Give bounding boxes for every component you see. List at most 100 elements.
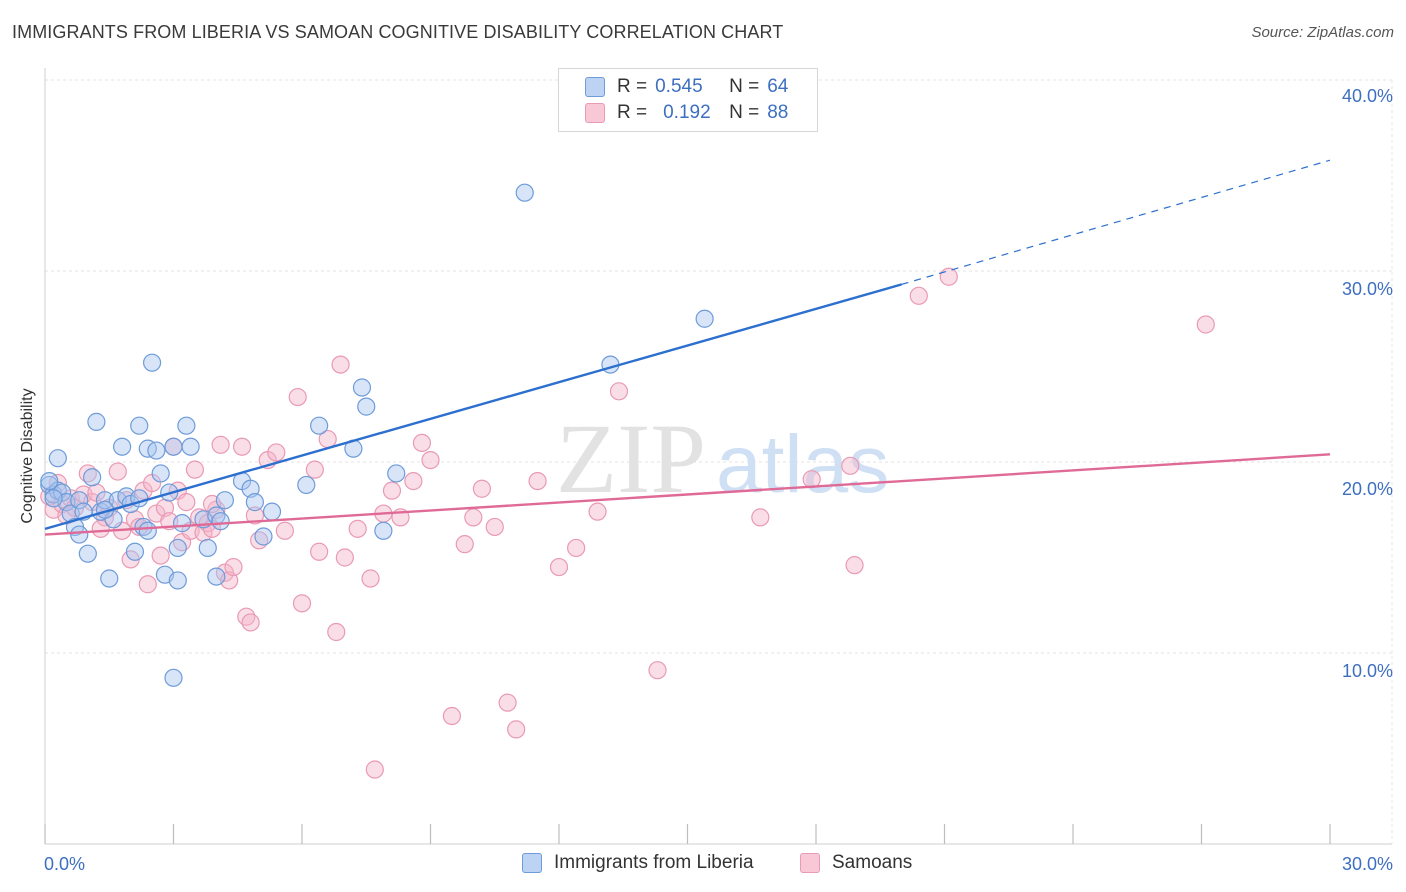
legend-item-liberia[interactable]: Immigrants from Liberia <box>522 852 754 874</box>
liberia-point-36[interactable] <box>172 514 192 533</box>
liberia-point-13[interactable] <box>87 412 106 431</box>
liberia-point-38[interactable] <box>181 437 200 456</box>
samoans-point-77[interactable] <box>648 661 667 680</box>
samoans-point-29[interactable] <box>177 493 196 512</box>
samoans-point-44[interactable] <box>245 506 264 525</box>
samoans-point-18[interactable] <box>130 517 149 537</box>
samoans-point-74[interactable] <box>567 538 586 558</box>
liberia-point-37[interactable] <box>177 416 196 435</box>
liberia-point-49[interactable] <box>297 475 316 495</box>
samoans-point-78[interactable] <box>751 508 770 527</box>
legend-n-value: 88 <box>767 102 789 123</box>
samoans-point-55[interactable] <box>331 355 350 374</box>
samoans-point-75[interactable] <box>588 502 607 521</box>
samoans-point-71[interactable] <box>507 720 526 739</box>
liberia-point-60[interactable] <box>40 472 59 491</box>
samoans-point-66[interactable] <box>455 535 474 554</box>
liberia-point-43[interactable] <box>215 491 234 510</box>
liberia-point-19[interactable] <box>112 437 132 456</box>
liberia-point-11[interactable] <box>78 544 97 563</box>
liberia-point-33[interactable] <box>164 437 183 456</box>
liberia-point-55[interactable] <box>387 464 406 483</box>
samoans-point-85[interactable] <box>365 760 384 779</box>
liberia-point-46[interactable] <box>245 493 264 512</box>
samoans-point-56[interactable] <box>335 548 354 567</box>
samoans-point-65[interactable] <box>442 706 462 726</box>
legend-row-liberia: R = 0.545 N = 64 <box>585 75 788 99</box>
samoans-point-83[interactable] <box>939 267 958 286</box>
liberia-point-63[interactable] <box>211 512 230 531</box>
liberia-point-15[interactable] <box>95 491 115 510</box>
samoans-point-48[interactable] <box>275 521 294 540</box>
legend-r-label: R = <box>617 102 648 123</box>
liberia-point-28[interactable] <box>142 353 162 372</box>
samoans-point-80[interactable] <box>841 456 860 475</box>
samoans-point-60[interactable] <box>382 481 402 500</box>
legend-label-liberia: Immigrants from Liberia <box>554 852 754 873</box>
liberia-point-58[interactable] <box>695 309 714 328</box>
samoans-point-23[interactable] <box>151 546 170 565</box>
samoans-point-43[interactable] <box>241 613 260 632</box>
liberia-point-61[interactable] <box>44 489 63 508</box>
samoans-point-76[interactable] <box>609 382 629 401</box>
samoans-point-54[interactable] <box>327 622 346 642</box>
samoans-point-68[interactable] <box>472 479 491 498</box>
liberia-point-8[interactable] <box>70 491 89 510</box>
samoans-point-62[interactable] <box>404 472 423 491</box>
liberia-point-24[interactable] <box>130 416 149 435</box>
liberia-point-59[interactable] <box>164 668 183 687</box>
legend-item-samoans[interactable]: Samoans <box>800 852 912 874</box>
samoans-point-72[interactable] <box>528 472 547 491</box>
samoans-point-57[interactable] <box>348 519 367 538</box>
liberia-point-3[interactable] <box>48 449 67 468</box>
samoans-point-47[interactable] <box>267 443 286 462</box>
samoans-point-82[interactable] <box>909 286 928 305</box>
samoans-point-70[interactable] <box>498 693 517 712</box>
source-label: Source: ZipAtlas.com <box>1251 24 1394 41</box>
samoans-point-52[interactable] <box>310 542 329 561</box>
samoans-point-63[interactable] <box>412 433 432 452</box>
samoans-point-58[interactable] <box>361 569 380 588</box>
legend-swatch-samoans <box>585 103 605 123</box>
series-legend: Immigrants from Liberia Samoans <box>0 852 1406 878</box>
liberia-point-54[interactable] <box>374 521 393 540</box>
liberia-point-40[interactable] <box>198 538 217 558</box>
y-tick-label-0: 10.0% <box>1342 661 1393 681</box>
samoans-point-13[interactable] <box>108 462 127 481</box>
samoans-point-51[interactable] <box>305 460 324 479</box>
liberia-point-26[interactable] <box>138 521 157 540</box>
liberia-point-29[interactable] <box>147 441 166 460</box>
samoans-point-41[interactable] <box>232 437 252 456</box>
samoans-point-31[interactable] <box>185 460 205 479</box>
liberia-point-34[interactable] <box>168 538 187 558</box>
samoans-point-64[interactable] <box>421 450 440 470</box>
liberia-point-35[interactable] <box>168 571 187 590</box>
samoans-point-40[interactable] <box>224 557 243 577</box>
liberia-point-30[interactable] <box>151 464 170 483</box>
liberia-point-9[interactable] <box>70 525 89 544</box>
liberia-point-56[interactable] <box>515 183 534 202</box>
tick-labels: 10.0% 20.0% 30.0% 40.0% 0.0% 30.0% <box>44 86 1393 874</box>
samoans-point-73[interactable] <box>549 557 569 577</box>
liberia-point-52[interactable] <box>352 378 372 397</box>
samoans-point-37[interactable] <box>211 435 230 454</box>
samoans-point-20[interactable] <box>138 575 157 594</box>
samoans-point-69[interactable] <box>485 517 504 537</box>
liberia-point-47[interactable] <box>254 527 273 546</box>
samoans-point-67[interactable] <box>464 508 483 527</box>
liberia-point-12[interactable] <box>83 468 102 487</box>
liberia-point-45[interactable] <box>241 479 260 498</box>
liberia-trend-line <box>44 283 902 531</box>
samoans-point-49[interactable] <box>288 387 307 407</box>
samoans-point-50[interactable] <box>292 594 312 613</box>
liberia-point-53[interactable] <box>357 397 376 416</box>
liberia-point-22[interactable] <box>125 542 145 561</box>
samoans-point-81[interactable] <box>845 556 864 575</box>
samoans-point-84[interactable] <box>1196 315 1215 334</box>
samoans-point-79[interactable] <box>802 470 821 489</box>
liberia-point-42[interactable] <box>207 567 226 586</box>
liberia-point-48[interactable] <box>262 502 282 521</box>
liberia-point-16[interactable] <box>100 569 119 588</box>
liberia-point-50[interactable] <box>310 416 329 435</box>
